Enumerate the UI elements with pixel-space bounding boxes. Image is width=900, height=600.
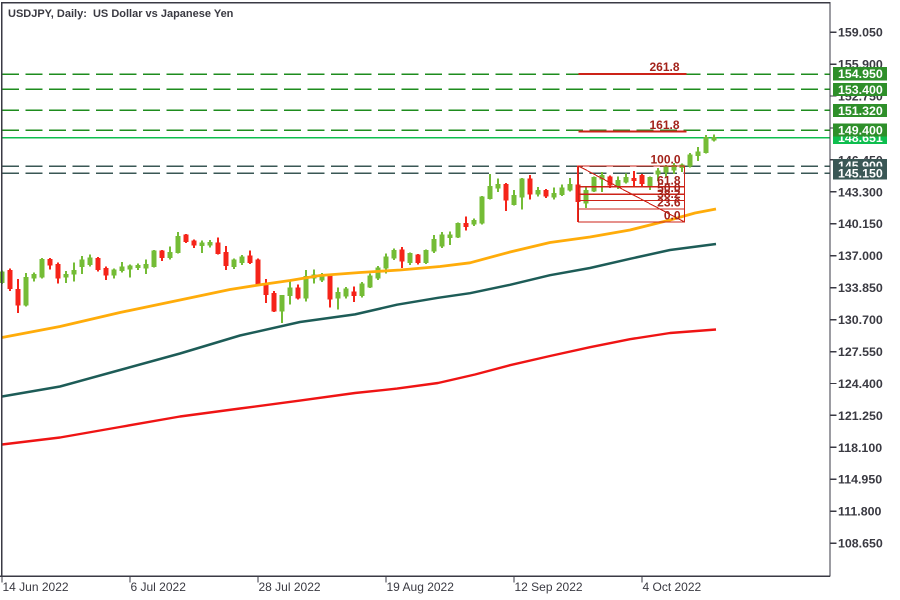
svg-text:130.700: 130.700 [838,313,883,327]
svg-text:151.320: 151.320 [838,104,883,118]
svg-text:137.000: 137.000 [838,249,883,263]
svg-text:6 Jul 2022: 6 Jul 2022 [131,580,187,594]
svg-text:28 Jul 2022: 28 Jul 2022 [259,580,321,594]
svg-text:61.8: 61.8 [657,173,681,187]
svg-text:111.800: 111.800 [838,505,882,519]
svg-text:14 Jun 2022: 14 Jun 2022 [3,580,69,594]
svg-text:USDJPY, Daily: US Dollar vs J: USDJPY, Daily: US Dollar vs Japanese Yen [8,8,234,20]
svg-text:140.150: 140.150 [838,217,883,231]
svg-text:124.400: 124.400 [838,377,883,391]
svg-text:121.250: 121.250 [838,409,883,423]
svg-text:12 Sep 2022: 12 Sep 2022 [515,580,583,594]
svg-text:114.950: 114.950 [838,473,882,487]
svg-text:0.0: 0.0 [664,209,681,223]
svg-text:261.8: 261.8 [649,60,679,74]
svg-text:159.050: 159.050 [838,26,883,40]
svg-text:133.850: 133.850 [838,281,883,295]
svg-text:23.6: 23.6 [657,196,681,210]
svg-text:108.650: 108.650 [838,537,883,551]
svg-text:145.150: 145.150 [838,167,883,181]
svg-text:4 Oct 2022: 4 Oct 2022 [643,580,702,594]
svg-text:50.0: 50.0 [657,181,681,195]
svg-text:153.400: 153.400 [838,83,883,97]
svg-text:118.100: 118.100 [838,441,882,455]
svg-text:154.950: 154.950 [838,67,883,81]
svg-text:161.8: 161.8 [649,118,679,132]
svg-text:149.400: 149.400 [838,123,883,137]
svg-text:143.300: 143.300 [838,185,883,199]
svg-text:100.0: 100.0 [650,153,680,167]
svg-text:38.2: 38.2 [657,187,681,201]
svg-text:19 Aug 2022: 19 Aug 2022 [387,580,455,594]
svg-text:127.550: 127.550 [838,345,883,359]
